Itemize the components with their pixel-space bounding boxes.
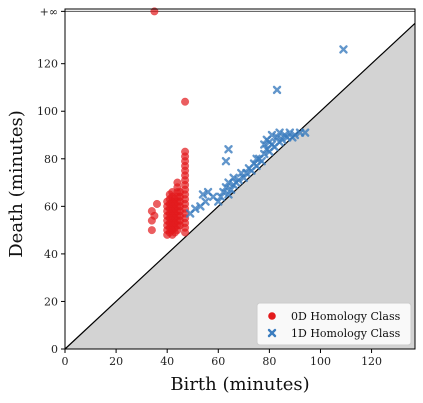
point-1d-stroke [216, 192, 226, 202]
point-1d-stroke [226, 185, 236, 194]
point-1d-stroke [229, 173, 238, 183]
x-tick-label: 60 [211, 355, 225, 368]
point-1d [224, 145, 233, 154]
x-tick-label: 20 [109, 355, 123, 368]
point-1d-stroke [214, 197, 223, 206]
point-1d-stroke [339, 45, 348, 54]
x-tick-label: 40 [160, 355, 174, 368]
point-1d-stroke [221, 156, 231, 166]
point-1d-stroke [272, 85, 282, 95]
point-0d [181, 97, 190, 106]
point-1d [290, 130, 300, 140]
legend: 0D Homology Class 1D Homology Class [256, 302, 412, 346]
point-1d [214, 197, 223, 206]
point-0d [152, 199, 162, 209]
point-1d-stroke [224, 190, 233, 199]
point-1d-stroke [219, 187, 228, 197]
point-1d [339, 45, 348, 54]
x-tick-label: 120 [361, 355, 382, 368]
point-1d-stroke [224, 145, 233, 154]
point-0d [150, 211, 159, 220]
point-1d-stroke [239, 173, 249, 183]
y-tick-label: 40 [44, 248, 58, 261]
plot-frame [64, 8, 416, 350]
point-1d [267, 130, 277, 140]
point-1d-stroke [272, 133, 282, 142]
point-1d [191, 204, 200, 213]
y-tick-label-infinity: +∞ [40, 5, 58, 18]
point-1d [260, 149, 269, 159]
point-0d [181, 147, 190, 156]
point-1d-stroke [221, 183, 231, 192]
point-1d [221, 183, 231, 192]
point-1d [226, 185, 236, 194]
legend-label: 1D Homology Class [291, 327, 401, 340]
y-tick-label: 0 [51, 343, 58, 356]
point-1d [219, 187, 228, 197]
y-tick-label: 60 [44, 200, 58, 213]
point-1d [272, 133, 282, 142]
x-tick-label: 100 [310, 355, 331, 368]
axes: 0 20 40 60 80 100 120 0 20 40 60 80 100 120 +∞ [37, 5, 416, 368]
point-1d-stroke [234, 175, 243, 185]
legend-label: 0D Homology Class [291, 310, 401, 323]
point-1d-stroke [203, 187, 213, 197]
legend-marker-1d-stroke [267, 328, 277, 338]
point-1d [239, 173, 249, 183]
legend-marker-1d [267, 328, 277, 338]
y-tick-label: 80 [44, 153, 58, 166]
y-axis-label: Death (minutes) [6, 110, 27, 258]
point-1d-stroke [285, 128, 295, 137]
x-tick-label: 80 [262, 355, 276, 368]
point-1d [300, 128, 310, 137]
point-1d-stroke [198, 190, 208, 199]
point-1d [198, 190, 208, 199]
point-1d-stroke [267, 130, 277, 140]
point-1d [201, 197, 210, 206]
point-1d [242, 168, 251, 178]
point-0d [173, 178, 182, 187]
y-tick-label: 20 [44, 295, 58, 308]
x-axis-label: Birth (minutes) [170, 374, 309, 395]
data-points [147, 7, 348, 239]
point-1d [229, 173, 238, 183]
point-1d [275, 128, 284, 137]
legend-box [256, 302, 412, 346]
point-1d [234, 175, 243, 185]
point-1d-stroke [290, 130, 300, 140]
point-1d-stroke [242, 168, 251, 178]
point-1d [260, 140, 269, 149]
point-1d-stroke [201, 197, 210, 206]
point-1d [285, 128, 295, 137]
y-tick-label: 120 [37, 58, 58, 71]
y-tick-label: 100 [37, 105, 58, 118]
point-1d [272, 85, 282, 95]
legend-marker-0d [268, 312, 276, 320]
point-1d-stroke [260, 140, 269, 149]
point-1d [216, 192, 226, 202]
point-1d-stroke [260, 149, 269, 159]
point-1d-stroke [277, 135, 287, 144]
point-1d-stroke [275, 128, 284, 137]
point-1d-stroke [300, 128, 310, 137]
point-0d [147, 226, 156, 235]
point-1d-stroke [257, 156, 266, 166]
point-1d [257, 156, 266, 166]
x-tick-label: 0 [62, 355, 69, 368]
point-1d-stroke [208, 192, 218, 202]
point-1d [277, 135, 287, 144]
point-1d [221, 156, 231, 166]
point-1d-stroke [191, 204, 200, 213]
point-1d [224, 190, 233, 199]
